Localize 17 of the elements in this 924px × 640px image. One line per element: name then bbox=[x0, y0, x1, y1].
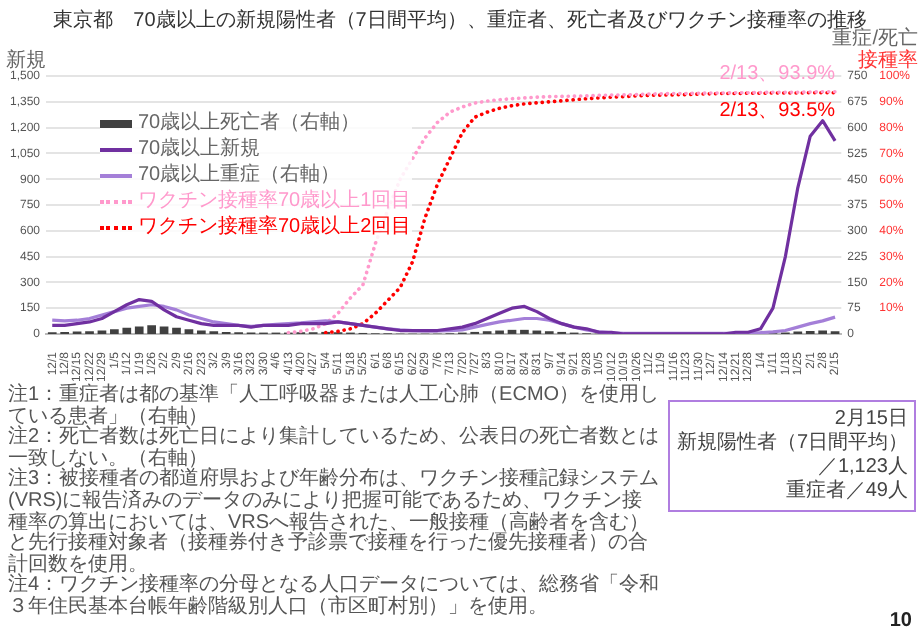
text: 注2：死亡者数は死亡日により集計しているため、公表日の死亡者数とは一致しない。（右軸） bbox=[8, 426, 660, 470]
data-label: 2/13、93.5% bbox=[719, 100, 836, 123]
legend-label: 70歳以上死亡者（右軸） bbox=[138, 110, 361, 136]
text: 新規陽性者（7日間平均）／1,123人 bbox=[676, 432, 908, 479]
text: 10 bbox=[889, 610, 912, 632]
data-label: 2/13、93.9% bbox=[719, 63, 836, 86]
text: 注3：被接種者の都道府県および年齢分布は、ワクチン接種記録システム(VRS)に報告済みのデータのみにより把握可能であるため、ワクチン接種率の算出においては、VRSへ報告された、一般接種（高齢者を含む）と先行接種対象者（接種券付き予診票で接種を行った優先接種者）の合計回数を使用。 bbox=[8, 468, 660, 576]
legend-label: 70歳以上新規 bbox=[138, 136, 261, 162]
text: 注4：ワクチン接種率の分母となる人口データについては、総務省「令和３年住民基本台帳年齢階級別人口（市区町村別）」を使用。 bbox=[8, 574, 660, 620]
legend-label: ワクチン接種率70歳以上1回目 bbox=[138, 188, 412, 214]
y3-axis-title: 接種率 bbox=[858, 47, 918, 72]
text: 注1：重症者は都の基準「人工呼吸器または人工心肺（ECMO）を使用している患者」（右軸） bbox=[8, 384, 660, 428]
text: 重症者／49人 bbox=[783, 480, 908, 504]
legend-label: 70歳以上重症（右軸） bbox=[138, 162, 341, 188]
y-axis-title: 新規 bbox=[6, 47, 47, 72]
legend-label: ワクチン接種率70歳以上2回目 bbox=[138, 214, 412, 240]
text: 2月15日 bbox=[832, 408, 908, 432]
